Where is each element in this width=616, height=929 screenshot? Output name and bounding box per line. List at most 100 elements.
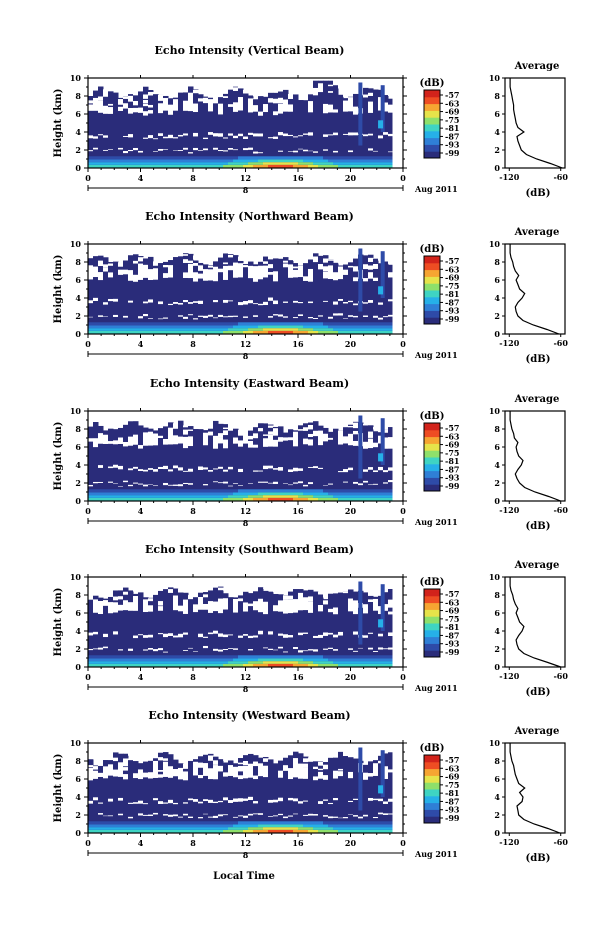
echo-cell [113, 752, 119, 833]
echo-cell [113, 827, 119, 830]
no-echo-cell [258, 470, 264, 472]
echo-cell [223, 330, 229, 334]
echo-cell [173, 424, 179, 501]
echo-cell [113, 661, 119, 664]
no-echo-cell [143, 803, 149, 805]
echo-cell [263, 162, 269, 165]
echo-cell [148, 256, 154, 334]
no-echo-cell [108, 425, 114, 429]
echo-cell [248, 827, 254, 830]
colorbar-swatch [424, 653, 440, 658]
no-echo-cell [128, 648, 134, 651]
echo-cell [123, 821, 129, 825]
echo-cell [293, 94, 299, 168]
colorbar-swatch [424, 765, 440, 770]
echo-cell [178, 655, 184, 659]
echo-cell [223, 655, 229, 659]
echo-cell [153, 159, 159, 163]
x-tick-label: 12 [240, 672, 251, 682]
colorbar-tick-label: -93 [445, 805, 460, 815]
no-echo-cell [208, 601, 214, 613]
echo-cell [323, 827, 329, 830]
y-tick-label: 2 [75, 478, 81, 488]
no-echo-cell [193, 318, 199, 320]
echo-cell [373, 658, 379, 662]
echo-cell [223, 325, 229, 329]
no-echo-cell [323, 632, 329, 636]
echo-cell [118, 590, 124, 667]
no-echo-cell [188, 96, 194, 112]
echo-cell [148, 325, 154, 329]
average-y-tick-label: 0 [494, 163, 500, 173]
echo-cell [103, 655, 109, 659]
no-echo-cell [118, 596, 124, 600]
no-echo-cell [158, 252, 164, 257]
no-echo-cell [103, 600, 109, 606]
echo-cell [148, 328, 154, 331]
echo-cell [318, 761, 324, 833]
echo-cell [218, 492, 224, 496]
x-tick-label: 0 [85, 339, 91, 349]
echo-cell [273, 658, 279, 662]
echo-cell [283, 495, 289, 498]
no-echo-cell [138, 585, 144, 589]
echo-cell [158, 328, 164, 331]
echo-cell [108, 596, 114, 667]
y-tick-label: 8 [75, 590, 81, 600]
echo-cell [93, 422, 99, 501]
colorbar-swatch [424, 636, 440, 641]
no-echo-cell [308, 601, 314, 613]
echo-cell [148, 492, 154, 496]
no-echo-cell [88, 88, 94, 93]
no-echo-cell [278, 438, 284, 441]
colorbar-swatch [424, 802, 440, 807]
echo-cell [303, 489, 309, 493]
echo-cell [248, 655, 254, 659]
echo-cell [158, 752, 164, 833]
no-echo-cell [383, 429, 389, 433]
echo-cell [223, 156, 229, 160]
echo-cell [348, 330, 354, 334]
echo-cell [363, 829, 369, 833]
echo-cell [283, 489, 289, 493]
echo-cell [303, 663, 309, 667]
echo-cell [378, 785, 384, 794]
echo-cell [138, 663, 144, 667]
no-echo-cell [108, 466, 114, 469]
echo-cell [233, 162, 239, 165]
echo-cell [128, 829, 134, 833]
no-echo-cell [93, 766, 99, 770]
no-echo-cell [318, 801, 324, 804]
no-echo-cell [373, 816, 379, 819]
echo-cell [158, 658, 164, 662]
echo-cell [133, 164, 139, 168]
echo-cell [133, 655, 139, 659]
echo-cell [238, 827, 244, 830]
echo-cell [343, 492, 349, 496]
echo-cell [323, 325, 329, 329]
echo-cell [313, 159, 319, 163]
no-echo-cell [303, 255, 309, 261]
echo-cell [193, 821, 199, 825]
echo-cell [353, 758, 359, 833]
colorbar-swatch [424, 130, 440, 135]
colorbar-swatch [424, 487, 440, 492]
echo-cell [123, 162, 129, 165]
y-tick-label: 10 [70, 239, 82, 249]
no-echo-cell [168, 303, 174, 306]
no-echo-cell [168, 799, 174, 804]
echo-cell [203, 162, 209, 165]
no-echo-cell [348, 315, 354, 317]
echo-cell [188, 330, 194, 334]
echo-cell [298, 753, 304, 833]
no-echo-cell [348, 99, 354, 106]
echo-cell [303, 322, 309, 326]
echo-cell [118, 489, 124, 493]
echo-cell [178, 256, 184, 334]
echo-cell [333, 328, 339, 331]
echo-cell [388, 330, 394, 334]
echo-cell [303, 492, 309, 496]
echo-cell [348, 821, 354, 825]
colorbar-frame [423, 422, 441, 492]
y-tick-label: 0 [75, 496, 81, 506]
